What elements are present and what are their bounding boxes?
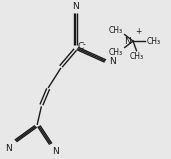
- Text: N: N: [5, 144, 12, 153]
- Text: CH₃: CH₃: [109, 48, 123, 57]
- Text: N: N: [72, 2, 79, 11]
- Text: N: N: [124, 37, 131, 46]
- Text: CH₃: CH₃: [129, 52, 144, 61]
- Text: N: N: [52, 147, 59, 156]
- Text: CH₃: CH₃: [109, 26, 123, 35]
- Text: CH₃: CH₃: [147, 37, 161, 46]
- Text: C: C: [78, 42, 84, 51]
- Text: -: -: [83, 40, 86, 49]
- Text: N: N: [109, 57, 116, 66]
- Text: +: +: [136, 28, 142, 36]
